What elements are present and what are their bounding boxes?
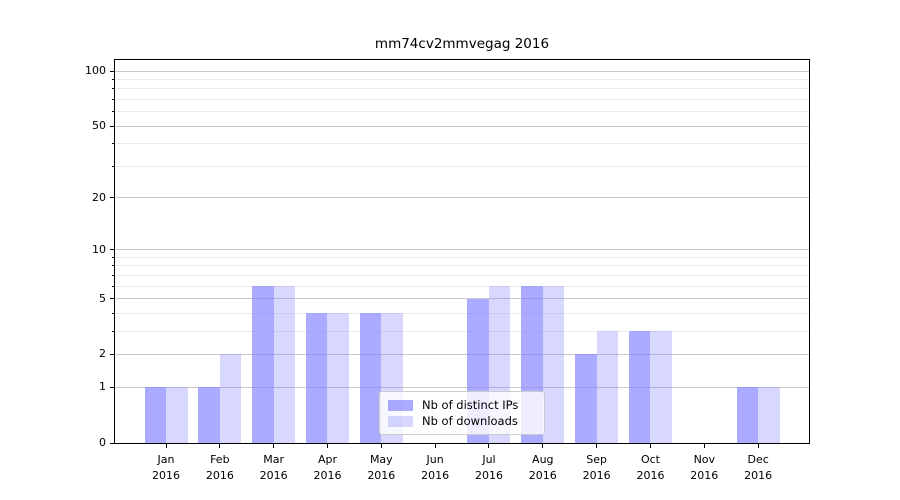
y-tick-minor-9 (112, 256, 114, 258)
bar-downloads-feb (219, 354, 242, 443)
gridline-minor-4 (115, 312, 809, 314)
x-tick-label-apr: Apr 2016 (313, 453, 342, 482)
y-tick-minor-70 (112, 99, 114, 101)
gridline-minor-30 (115, 165, 809, 167)
legend-item-downloads: Nb of downloads (388, 413, 536, 429)
x-tick-label-oct: Oct 2016 (636, 453, 665, 482)
gridline-major-2 (115, 353, 809, 355)
legend: Nb of distinct IPs Nb of downloads (379, 391, 545, 435)
x-tick-jul (488, 444, 490, 448)
gridline-minor-6 (115, 285, 809, 287)
gridline-minor-60 (115, 111, 809, 113)
gridline-minor-40 (115, 143, 809, 145)
x-tick-label-feb: Feb 2016 (205, 453, 234, 482)
gridline-minor-8 (115, 265, 809, 267)
bar-downloads-oct (650, 331, 672, 443)
x-tick-may (380, 444, 382, 448)
bar-distinct-ips-oct (628, 331, 651, 443)
gridline-major-20 (115, 197, 809, 199)
y-tick-20 (110, 197, 114, 199)
y-tick-minor-80 (112, 88, 114, 90)
chart-title: mm74cv2mmvegag 2016 (374, 36, 550, 52)
bar-distinct-ips-may (359, 313, 382, 443)
y-tick-minor-60 (112, 111, 114, 113)
gridline-minor-70 (115, 99, 809, 101)
y-tick-minor-3 (112, 330, 114, 332)
bar-distinct-ips-dec (736, 387, 759, 443)
x-tick-jan (165, 444, 167, 448)
x-tick-sep (596, 444, 598, 448)
x-tick-label-mar: Mar 2016 (259, 453, 288, 482)
gridline-major-10 (115, 249, 809, 251)
gridline-minor-80 (115, 88, 809, 90)
y-tick-label-10: 10 (92, 242, 106, 256)
legend-swatch-downloads (388, 415, 413, 427)
x-tick-apr (326, 444, 328, 448)
y-tick-label-2: 2 (99, 347, 106, 361)
y-tick-minor-8 (112, 265, 114, 267)
legend-swatch-distinct-ips (388, 399, 413, 411)
x-tick-label-aug: Aug 2016 (528, 453, 557, 482)
y-tick-label-50: 50 (92, 119, 106, 133)
y-tick-0 (110, 442, 114, 444)
gridline-minor-9 (115, 256, 809, 258)
y-tick-minor-7 (112, 274, 114, 276)
x-tick-label-nov: Nov 2016 (690, 453, 719, 482)
y-tick-label-0: 0 (99, 436, 106, 449)
gridline-minor-3 (115, 330, 809, 332)
y-tick-label-20: 20 (92, 190, 106, 204)
x-tick-label-may: May 2016 (367, 453, 396, 482)
x-tick-nov (703, 444, 705, 448)
bar-distinct-ips-apr (305, 313, 328, 443)
x-tick-aug (542, 444, 544, 448)
bar-distinct-ips-mar (252, 286, 274, 443)
y-tick-minor-90 (112, 79, 114, 81)
y-tick-100 (110, 70, 114, 72)
x-tick-label-jun: Jun 2016 (421, 453, 450, 482)
y-tick-50 (110, 125, 114, 127)
y-tick-minor-40 (112, 143, 114, 145)
bar-downloads-jan (166, 387, 188, 443)
legend-item-distinct-ips: Nb of distinct IPs (388, 397, 536, 413)
x-tick-label-jul: Jul 2016 (474, 453, 503, 482)
gridline-major-50 (115, 125, 809, 127)
bar-downloads-mar (273, 286, 296, 443)
gridline-minor-7 (115, 274, 809, 276)
x-tick-label-jan: Jan 2016 (152, 453, 180, 482)
legend-label-distinct-ips: Nb of distinct IPs (422, 398, 519, 412)
bar-distinct-ips-sep (575, 354, 597, 443)
bar-downloads-dec (758, 387, 780, 443)
y-tick-label-100: 100 (85, 64, 106, 78)
y-tick-5 (110, 298, 114, 300)
y-tick-10 (110, 249, 114, 251)
x-tick-label-sep: Sep 2016 (582, 453, 611, 482)
gridline-major-5 (115, 298, 809, 300)
y-tick-1 (110, 386, 114, 388)
y-tick-minor-6 (112, 285, 114, 287)
x-tick-jun (434, 444, 436, 448)
bar-distinct-ips-jan (144, 387, 166, 443)
gridline-major-100 (115, 70, 809, 72)
plot-inner (115, 60, 809, 443)
x-tick-feb (219, 444, 221, 448)
bar-downloads-aug (542, 286, 565, 443)
y-tick-label-5: 5 (99, 291, 106, 305)
x-tick-mar (273, 444, 275, 448)
x-tick-dec (757, 444, 759, 448)
bar-downloads-apr (327, 313, 349, 443)
y-tick-2 (110, 353, 114, 355)
bar-distinct-ips-feb (198, 387, 220, 443)
legend-label-downloads: Nb of downloads (422, 414, 518, 428)
bar-downloads-sep (596, 331, 619, 443)
x-tick-oct (649, 444, 651, 448)
y-tick-minor-4 (112, 312, 114, 314)
x-tick-label-dec: Dec 2016 (744, 453, 773, 482)
gridline-major-1 (115, 386, 809, 388)
gridline-minor-90 (115, 79, 809, 81)
y-tick-minor-30 (112, 165, 114, 167)
plot-area (114, 59, 810, 444)
y-tick-label-1: 1 (99, 380, 106, 394)
